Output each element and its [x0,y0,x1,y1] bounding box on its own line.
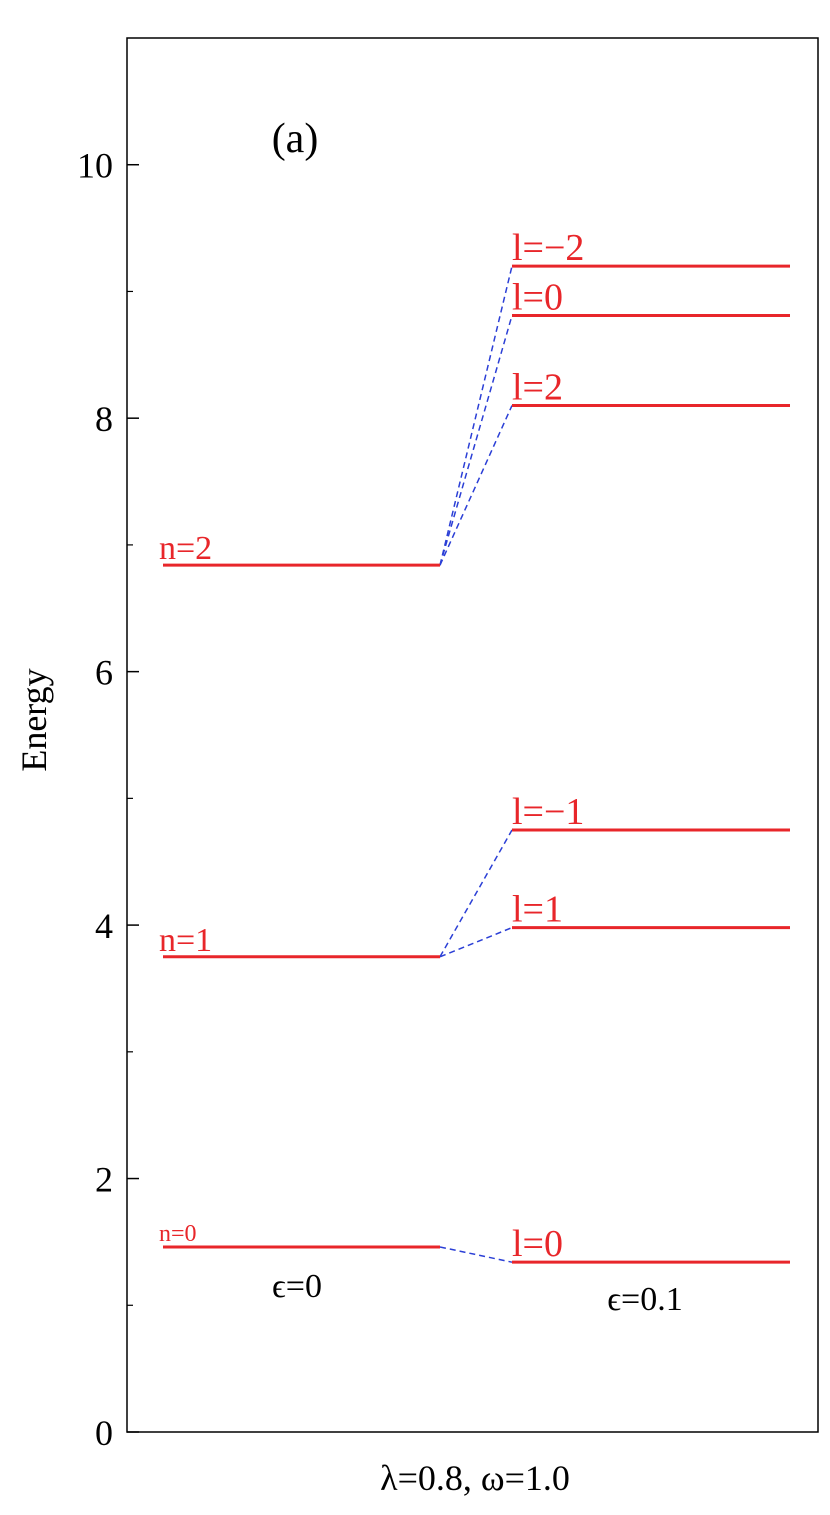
y-tick-label: 6 [95,653,113,693]
y-axis-label: Energy [14,668,54,771]
level-label: l=1 [512,889,563,931]
y-tick-label: 2 [95,1160,113,1200]
level-link [439,829,513,958]
level-link [439,405,513,566]
level-label: n=2 [159,530,212,567]
level-label: n=0 [159,1221,197,1247]
level-label: n=1 [159,922,212,959]
level-link [439,1246,513,1263]
level-label: l=0 [512,277,563,319]
column-label: ϵ=0.1 [607,1281,682,1318]
y-tick-label: 8 [95,399,113,439]
level-label: l=2 [512,367,563,409]
y-tick-label: 10 [77,146,113,186]
y-tick-label: 4 [95,906,113,946]
level-label: l=−1 [512,791,584,833]
column-label: ϵ=0 [272,1268,322,1305]
level-label: l=0 [512,1223,563,1265]
y-tick-label: 0 [95,1413,113,1453]
level-link [439,265,513,566]
plot-frame [126,37,819,1433]
level-link [439,315,513,566]
level-label: l=−2 [512,227,584,269]
x-axis-label: λ=0.8, ω=1.0 [380,1458,570,1498]
chart-title: (a) [272,116,319,162]
level-link [439,926,513,958]
